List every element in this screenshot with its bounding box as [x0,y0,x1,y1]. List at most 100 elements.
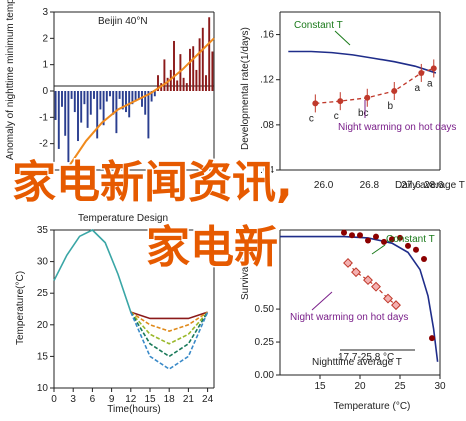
panel-d-xtick-label: 25 [394,381,406,392]
panel-b-ytick-label: .08 [260,120,274,131]
panel-d-constant-point [373,233,379,240]
panel-d-constant-arrow [371,244,386,255]
panel-d-ytick-label: 0.50 [255,304,275,315]
panel-a-trend-line [69,37,215,166]
panel-a-bar [198,38,201,91]
panel-a-bar [211,51,214,91]
panel-d-constant-label: Constant T [386,234,435,245]
panel-d-warming-point [351,267,361,278]
panel-b-xtick-label: 26.0 [314,180,334,191]
panel-a-bar [179,54,182,91]
panel-c-ytick-label: 10 [37,383,49,394]
panel-a-bar [153,91,156,97]
panel-d-warming-arrow [311,291,333,311]
panel-d-constant-point [397,234,403,241]
panel-b-ylabel: Developmental rate(1/days) [240,27,251,150]
panel-c-title: Temperature Design [78,213,168,224]
panel-c-line-night5 [130,311,209,370]
panel-d-warming-point [391,300,401,311]
panel-d-xtick-label: 15 [314,381,326,392]
panel-c-line-night4 [130,311,209,358]
panel-c-xlabel: Time(hours) [107,404,161,415]
panel-d-constant-point [349,232,355,239]
panel-d-constant-point [405,242,411,249]
panel-c-xtick-label: 0 [51,394,57,405]
panel-a-bar [144,91,147,115]
panel-b-point [430,65,437,72]
panel-a-bar [80,91,83,123]
panel-a-bars [54,17,214,163]
panel-c-xtick-label: 21 [183,394,195,405]
panel-b: Developmental rate(1/days) .04 .08 .12 .16 2… [240,11,466,191]
panel-a-bar [77,91,79,142]
panel-a-bar [64,91,67,136]
panel-a-bar [118,91,121,99]
panel-a-bar [105,91,108,102]
panel-a-bar [73,91,76,113]
panel-a-bar [134,91,137,102]
panel-c-line-day [53,229,132,313]
panel-a-bar [208,17,211,92]
panel-a-ytick-label: 1 [42,60,48,71]
panel-a-bar [112,91,115,115]
panel-d-constant-point [413,246,419,253]
panel-c-ylabel: Temperature(°C) [15,271,26,345]
panel-c-xtick-label: 3 [70,394,76,405]
panel-b-ytick-label: .04 [260,165,274,176]
panel-a-bar [93,91,95,99]
panel-b-ytick-label: .12 [260,75,274,86]
panel-a-bar [57,91,60,149]
panel-c-line-night2 [130,311,209,332]
panel-a-bar [166,77,169,91]
panel-b-xlabel: Daily average T (°C) [395,180,466,191]
panel-b-point [391,88,398,94]
panel-d-warming-point [383,293,393,304]
panel-a-ytick-label: 0 [42,86,48,97]
panel-a-bar [157,75,159,91]
panel-a-bar [99,91,102,110]
panel-a-bar [67,91,70,163]
panel-d-points [341,229,435,342]
panel-d-ticks: 0.00 0.25 0.50 15 20 25 30 [255,304,446,392]
panel-c-ytick-label: 35 [37,225,49,236]
panel-b-point-label: b [388,101,394,112]
panel-a-bar [147,91,150,139]
panel-a-bar [125,91,127,113]
panel-d-range-label: 17.7-25.8 °C [338,352,394,363]
panel-d-ytick-label: 0.25 [255,337,275,348]
panel-c-line-night1 [130,311,208,320]
panel-d-constant-point [389,236,395,243]
panel-a-bar [201,27,204,91]
panel-d-warming-point [363,275,373,286]
panel-a-bar [163,59,166,91]
panel-d-constant-curve [280,235,439,362]
panel-c-xtick-label: 9 [109,394,115,405]
panel-b-point [312,100,319,107]
panel-a-bar [176,80,179,91]
panel-a-bar [61,91,63,107]
panel-b-constant-curve [288,50,437,74]
panel-a-ytick-label: 2 [42,33,48,44]
panel-a-bar [109,91,111,97]
panel-b-warming-text: Night warming on hot days [338,122,456,133]
panel-d-constant-point [381,238,387,245]
panel-d-xlabel: Temperature (°C) [334,401,411,412]
panel-a-bar [86,91,89,128]
panel-a-bar [141,91,143,107]
panel-b-point [418,69,425,76]
panel-d-warming-text: Night warming on hot days [290,312,408,323]
panel-b-point [337,98,344,105]
panel-d-warming-point [371,281,381,292]
panel-b-point-label: c [334,111,339,122]
panel-c-xtick-label: 6 [90,394,96,405]
panel-b-points: c c bc b a a [309,59,437,124]
overlay-headline: 家电新闻资讯, [12,157,293,208]
panel-c-ytick-label: 30 [37,257,49,268]
panel-a-ytick-label: -3 [39,165,48,176]
panel-c-ytick-label: 25 [37,288,49,299]
panel-a-bar [131,91,134,105]
panel-a-bar [102,91,105,126]
panel-d: Survival rate Temperature (°C) 0.000.250… [240,229,446,412]
panel-a-bar [173,40,175,91]
panel-c-xtick-label: 15 [144,394,156,405]
